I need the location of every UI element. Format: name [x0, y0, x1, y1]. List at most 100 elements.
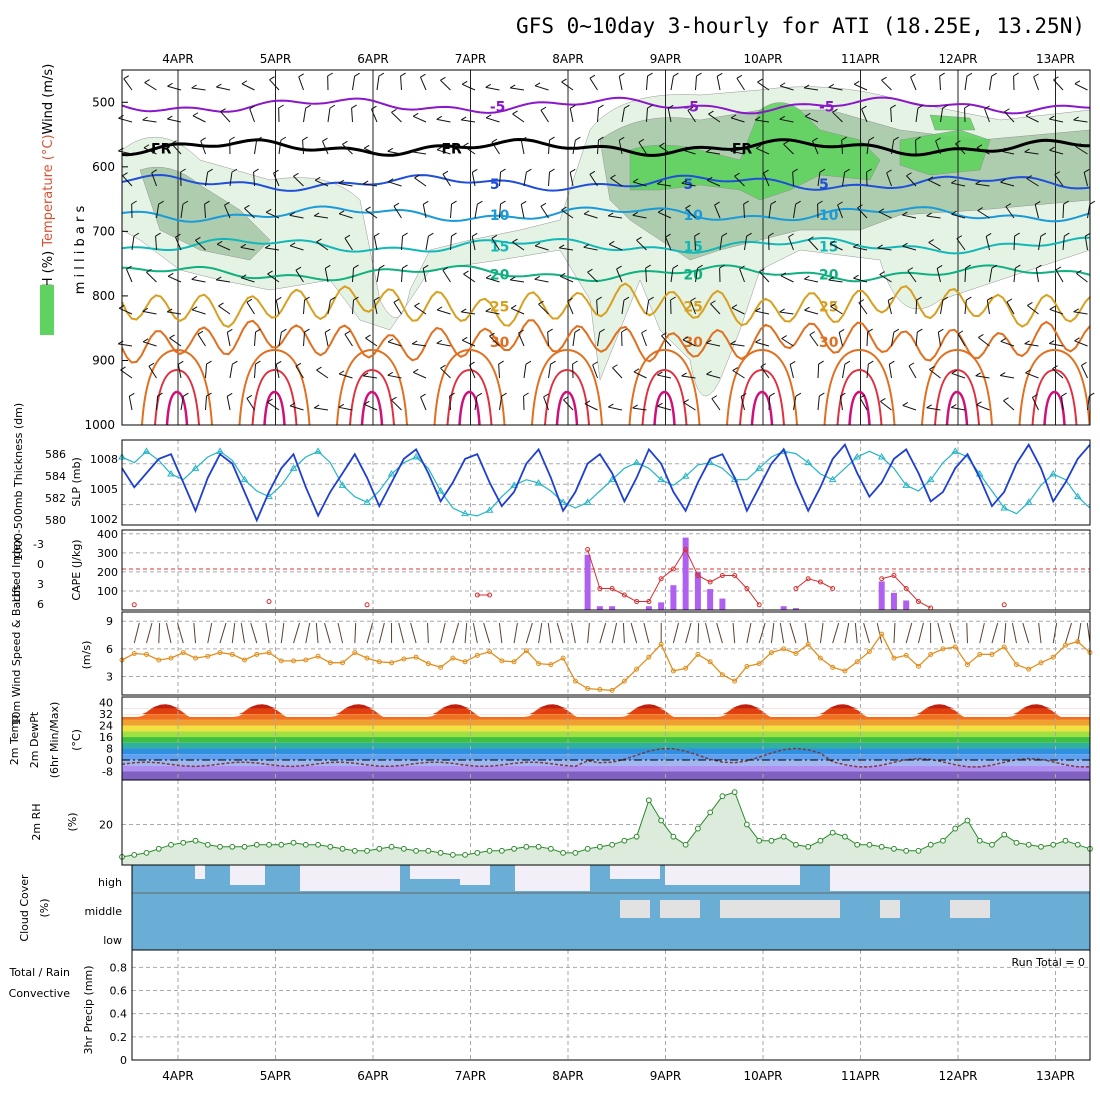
wind-barb — [316, 369, 329, 379]
precip-tick-label: 0 — [120, 1054, 127, 1067]
surface-wind-barb — [483, 622, 491, 644]
wind-barb-flag — [916, 296, 922, 301]
thickness-point — [240, 475, 249, 483]
wind-barb — [148, 365, 157, 379]
wind-barb — [249, 108, 255, 123]
wind-barb — [597, 108, 600, 123]
wind-barb-flag — [563, 396, 569, 401]
wind-barb-flag — [721, 232, 728, 237]
wind-barb — [244, 207, 255, 219]
wind-barb-flag — [373, 296, 380, 301]
thickness-axis-label: 1000-500mb Thickness (dm) — [12, 403, 25, 561]
wind-barb — [596, 299, 598, 315]
thickness-point — [289, 464, 298, 471]
wind-barb — [661, 335, 672, 347]
surface-wind-barb — [378, 622, 385, 644]
wind-barb — [167, 118, 182, 123]
wind-barb — [510, 279, 525, 283]
wind-barb — [218, 305, 231, 315]
wind-barb-flag — [463, 270, 469, 275]
wind-barb-flag — [461, 80, 468, 85]
wind-barb-flag — [412, 368, 419, 373]
wind-barb-flag — [387, 338, 394, 343]
wind-barb — [363, 183, 378, 187]
wind-barb-flag — [442, 170, 449, 175]
wind-barb — [708, 113, 721, 123]
wind-barb-flag — [706, 370, 712, 375]
wind-barb — [523, 172, 527, 187]
wind-speed-point — [1038, 660, 1044, 666]
wind-barb — [1053, 79, 1064, 91]
precip-convective-label: Convective — [9, 987, 71, 1000]
wind-barb-flag — [1000, 147, 1006, 152]
wind-barb — [254, 332, 257, 347]
wind-barb — [768, 395, 771, 411]
wind-barb — [436, 342, 451, 347]
wind-barb-flag — [442, 266, 449, 271]
wind-barb-flag — [976, 401, 982, 406]
wind-barb-flag — [809, 331, 816, 336]
wind-barb-flag — [902, 242, 908, 247]
wind-barb-flag — [656, 180, 663, 185]
wind-barb — [534, 278, 549, 283]
surface-wind-barb — [844, 622, 850, 644]
wind-barb — [951, 407, 966, 411]
wind-barb — [877, 247, 892, 251]
wind-barb-flag — [951, 370, 958, 374]
panel-frame-slp — [121, 439, 1091, 526]
slp-axis-label: SLP (mb) — [70, 457, 83, 507]
wind-barb — [204, 203, 206, 219]
wind-barb — [569, 172, 574, 187]
wind-barb — [289, 214, 304, 219]
wind-barb — [442, 269, 451, 283]
wind-barb-flag — [526, 168, 532, 173]
wind-barb-flag — [780, 272, 787, 277]
wind-barb — [471, 236, 476, 251]
wind-barb — [695, 75, 697, 91]
wind-barb-flag — [1074, 80, 1081, 85]
wind-barb — [732, 370, 745, 379]
high-cloud-gap — [300, 865, 400, 891]
hot-contour — [446, 368, 493, 426]
wind-barb-flag — [665, 233, 671, 238]
wind-barb-flag — [878, 208, 885, 213]
wind-barb — [485, 86, 500, 91]
wind-barb-flag — [485, 274, 492, 279]
wind-barb-flag — [754, 116, 761, 121]
wind-barb-flag — [808, 236, 814, 241]
wind-barb — [548, 140, 551, 155]
wind-barb — [474, 204, 478, 219]
hottest-contour — [263, 390, 286, 426]
wind-barb-flag — [1004, 108, 1010, 113]
wind-barb — [731, 307, 745, 315]
wind-barb — [324, 268, 329, 283]
wind-barb-flag — [316, 238, 322, 243]
wind-barb — [1006, 301, 1015, 315]
wind-barb-flag — [908, 362, 915, 367]
wind-barb — [393, 301, 402, 315]
contour-label: 15 — [683, 240, 702, 256]
warm-contour — [1018, 348, 1091, 426]
hot-contour — [739, 368, 785, 426]
rh-point — [1025, 841, 1032, 848]
rh-point — [327, 843, 334, 850]
wind-barb-flag — [255, 328, 261, 333]
bottom-date-label: 5APR — [260, 1069, 291, 1083]
wind-barb-flag — [142, 307, 149, 312]
wind-barb-flag — [837, 201, 843, 206]
wind-barb-flag — [411, 148, 418, 153]
wind-barb-flag — [460, 308, 467, 313]
temperature-band — [122, 754, 1090, 760]
thickness-tick-label: 580 — [45, 514, 66, 527]
wind-barb — [512, 241, 525, 251]
wind-barb-flag — [858, 299, 865, 304]
wind-barb — [365, 337, 378, 347]
wind-barb-flag — [275, 360, 282, 365]
wind-barb-flag — [322, 137, 328, 142]
wind-barb — [1000, 340, 1015, 347]
wind-barb — [817, 396, 820, 411]
wind-speed-point — [180, 650, 186, 656]
warm-contour — [726, 348, 798, 426]
wind-barb — [151, 172, 157, 187]
